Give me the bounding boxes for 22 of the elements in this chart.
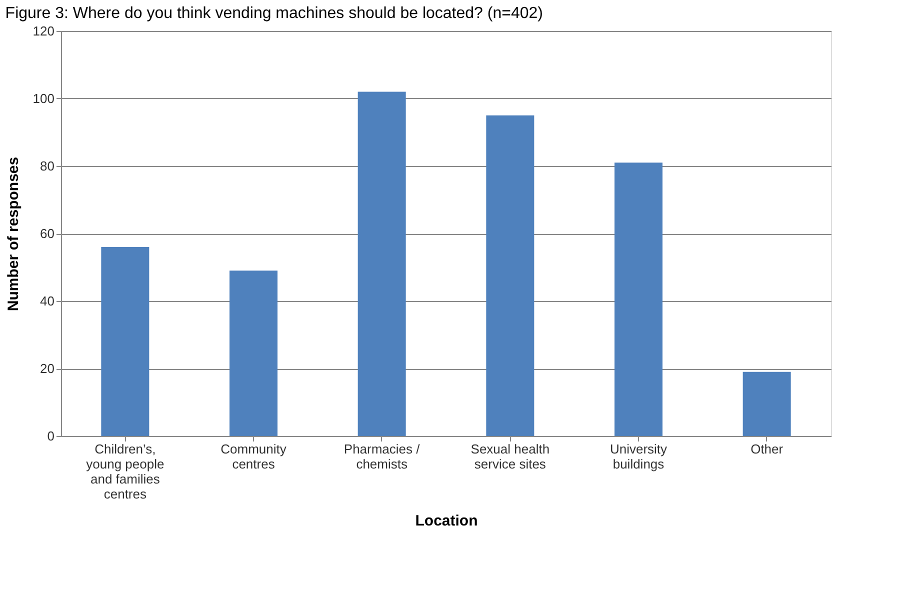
x-tick-label: Other <box>750 442 784 456</box>
bar <box>486 115 534 436</box>
y-tick-label: 100 <box>32 91 54 106</box>
x-tick-label: Children’s, young people and families centres <box>86 442 164 502</box>
y-axis-title: Number of responses <box>4 156 22 312</box>
x-tick-label: University buildings <box>610 442 668 472</box>
bar <box>358 92 406 436</box>
y-tick-label: 20 <box>40 361 54 376</box>
bar <box>614 162 662 436</box>
bar <box>742 372 791 436</box>
x-axis-title: Location <box>415 512 478 530</box>
y-tick-label: 60 <box>40 226 54 241</box>
chart-title: Figure 3: Where do you think vending machines should be located? (n=402) <box>5 5 543 22</box>
y-tick-label: 120 <box>32 24 54 38</box>
y-tick-label: 0 <box>47 428 54 444</box>
x-tick-label: Community centres <box>220 442 287 472</box>
x-tick-label: Sexual health service sites <box>470 442 550 472</box>
bar <box>230 270 278 436</box>
x-tick-label: Pharmacies / chemists <box>344 442 420 472</box>
bar <box>101 247 150 436</box>
y-tick-label: 80 <box>40 158 54 174</box>
y-tick-label: 40 <box>40 294 54 308</box>
